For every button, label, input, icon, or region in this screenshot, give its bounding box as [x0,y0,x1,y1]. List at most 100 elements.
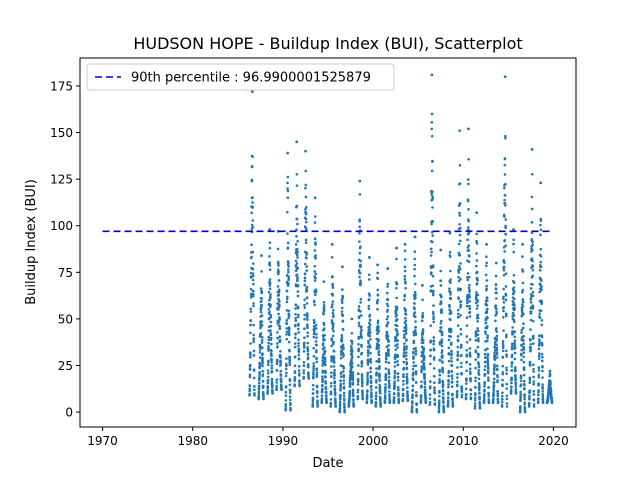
scatter-point [339,385,343,388]
scatter-point [377,346,380,350]
scatter-point [405,380,409,383]
scatter-point [250,276,253,279]
scatter-point [376,263,379,267]
scatter-point [484,330,487,333]
scatter-point [433,398,437,402]
scatter-point [401,397,405,401]
scatter-point [276,342,279,345]
scatter-point [313,325,316,328]
scatter-point [342,391,346,395]
scatter-point [522,322,525,326]
scatter-point [431,284,435,288]
scatter-point [360,360,364,363]
scatter-point [340,334,344,337]
scatter-point [532,336,535,340]
scatter-point [387,372,391,376]
scatter-point [287,314,291,318]
scatter-point [288,389,292,392]
scatter-point [495,297,498,300]
scatter-point [277,272,280,276]
scatter-point [523,406,527,410]
scatter-point [396,375,400,379]
scatter-point [384,378,388,381]
scatter-point [297,353,301,357]
scatter-point [458,214,462,217]
scatter-point [267,290,271,294]
scatter-point [395,296,398,300]
scatter-point [484,321,488,325]
scatter-point [311,392,315,395]
scatter-point [503,194,507,197]
scatter-point [250,223,254,227]
scatter-point [501,349,505,353]
scatter-point [333,376,336,380]
scatter-point [505,369,508,372]
scatter-point [261,369,265,373]
scatter-point [440,295,443,298]
scatter-point [260,254,263,257]
scatter-point [251,196,254,199]
scatter-point [358,272,362,275]
scatter-point [466,238,469,241]
scatter-point [513,339,517,342]
scatter-point [257,381,261,385]
scatter-point [421,311,425,315]
scatter-point [313,303,316,307]
scatter-point [332,365,336,368]
scatter-point [269,296,272,300]
scatter-point [393,365,397,368]
scatter-point [505,394,509,398]
scatter-point [537,373,541,377]
scatter-point [248,373,252,377]
scatter-point [402,379,405,383]
scatter-point [329,381,333,385]
scatter-point [267,344,270,348]
scatter-point [295,172,299,176]
scatter-point [306,323,309,327]
scatter-point [414,370,418,374]
scatter-point [494,314,497,317]
scatter-point [396,355,400,358]
scatter-point [478,403,482,407]
scatter-point [548,373,552,377]
scatter-point [267,308,271,311]
scatter-point [429,354,432,358]
scatter-point [369,370,372,374]
scatter-point [277,270,281,274]
scatter-point [522,368,526,372]
scatter-point [539,219,543,222]
scatter-point [502,295,505,299]
scatter-point [437,403,441,407]
scatter-point [522,373,526,377]
scatter-point [414,347,417,350]
scatter-point [358,231,361,235]
scatter-point [457,297,461,301]
scatter-point [403,345,406,349]
scatter-point [251,201,254,204]
scatter-point [359,279,362,283]
scatter-point [257,387,261,391]
scatter-point [278,318,281,321]
scatter-point [314,327,318,330]
scatter-point [306,314,309,318]
scatter-point [465,324,469,327]
scatter-point [368,313,372,317]
scatter-point [531,319,535,323]
chart-title: HUDSON HOPE - Buildup Index (BUI), Scatt… [133,34,522,53]
scatter-point [248,384,252,388]
scatter-point [367,298,371,301]
scatter-point [503,204,507,207]
scatter-point [357,364,360,367]
scatter-point [540,301,544,305]
scatter-point [519,374,523,378]
scatter-point [386,334,390,338]
scatter-point [249,307,253,311]
scatter-point [531,248,534,252]
scatter-point [483,385,486,388]
scatter-point [277,264,280,267]
scatter-point [388,386,391,390]
scatter-point [375,380,378,384]
scatter-point [369,337,372,341]
scatter-point [384,360,388,364]
scatter-point [295,228,298,231]
